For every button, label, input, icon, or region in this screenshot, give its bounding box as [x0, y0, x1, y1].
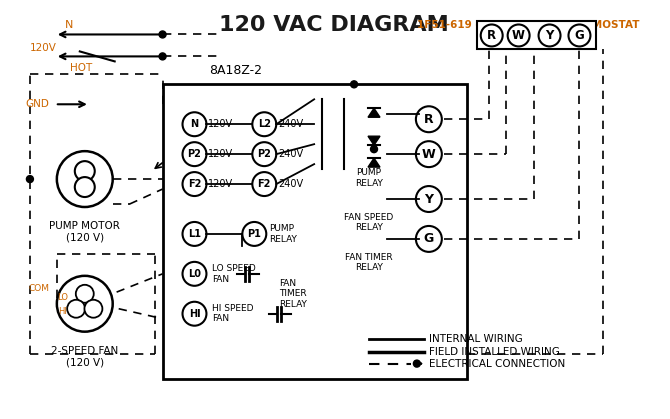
- Circle shape: [182, 142, 206, 166]
- Circle shape: [413, 360, 420, 367]
- Circle shape: [75, 161, 94, 181]
- Circle shape: [508, 24, 529, 47]
- Text: G: G: [423, 233, 434, 246]
- Text: 1F51-619 or 1F51W-619 THERMOSTAT: 1F51-619 or 1F51W-619 THERMOSTAT: [417, 20, 640, 29]
- Circle shape: [416, 186, 442, 212]
- FancyBboxPatch shape: [163, 84, 467, 378]
- Text: HI: HI: [58, 307, 67, 316]
- Text: LO SPEED
FAN: LO SPEED FAN: [212, 264, 256, 284]
- Text: FAN SPEED
RELAY: FAN SPEED RELAY: [344, 213, 394, 233]
- Circle shape: [350, 81, 358, 88]
- Circle shape: [253, 172, 276, 196]
- Circle shape: [75, 177, 94, 197]
- Circle shape: [480, 24, 502, 47]
- Circle shape: [539, 24, 561, 47]
- Circle shape: [159, 53, 166, 60]
- Text: L1: L1: [188, 229, 201, 239]
- Text: R: R: [424, 113, 433, 126]
- Text: 120V: 120V: [208, 119, 234, 129]
- Text: P2: P2: [257, 149, 271, 159]
- Circle shape: [67, 300, 85, 318]
- Text: Y: Y: [545, 29, 553, 42]
- Text: COM: COM: [29, 284, 50, 293]
- Text: PUMP
RELAY: PUMP RELAY: [355, 168, 383, 188]
- Text: F2: F2: [188, 179, 201, 189]
- Text: INTERNAL WIRING: INTERNAL WIRING: [429, 334, 523, 344]
- Text: 120V: 120V: [208, 149, 234, 159]
- Text: F2: F2: [257, 179, 271, 189]
- FancyBboxPatch shape: [477, 21, 596, 49]
- Text: HI: HI: [189, 309, 200, 319]
- Text: W: W: [512, 29, 525, 42]
- Text: Y: Y: [424, 192, 433, 206]
- Text: 8A18Z-2: 8A18Z-2: [210, 65, 263, 78]
- Text: HOT: HOT: [70, 63, 92, 73]
- Circle shape: [243, 222, 266, 246]
- Text: 240V: 240V: [278, 149, 304, 159]
- Polygon shape: [368, 136, 380, 145]
- Circle shape: [253, 142, 276, 166]
- Text: PUMP MOTOR
(120 V): PUMP MOTOR (120 V): [50, 221, 120, 243]
- Circle shape: [416, 226, 442, 252]
- Circle shape: [416, 141, 442, 167]
- Circle shape: [182, 302, 206, 326]
- Circle shape: [568, 24, 590, 47]
- Text: FAN
TIMER
RELAY: FAN TIMER RELAY: [279, 279, 307, 309]
- Circle shape: [76, 285, 94, 303]
- Text: 120V: 120V: [30, 44, 57, 54]
- Text: 120V: 120V: [208, 179, 234, 189]
- Text: GND: GND: [25, 99, 49, 109]
- Polygon shape: [368, 108, 380, 117]
- Text: G: G: [575, 29, 584, 42]
- Circle shape: [371, 146, 377, 153]
- Text: HI SPEED
FAN: HI SPEED FAN: [212, 304, 254, 323]
- Circle shape: [26, 176, 34, 183]
- Circle shape: [84, 300, 103, 318]
- Text: FAN TIMER
RELAY: FAN TIMER RELAY: [345, 253, 393, 272]
- Text: 2-SPEED FAN
(120 V): 2-SPEED FAN (120 V): [51, 346, 119, 367]
- Text: N: N: [190, 119, 198, 129]
- Polygon shape: [368, 158, 380, 167]
- Text: P2: P2: [188, 149, 202, 159]
- Text: ELECTRICAL CONNECTION: ELECTRICAL CONNECTION: [429, 359, 565, 369]
- Text: LO: LO: [58, 293, 68, 302]
- Text: R: R: [487, 29, 496, 42]
- Text: 240V: 240V: [278, 179, 304, 189]
- Text: FIELD INSTALLED WIRING: FIELD INSTALLED WIRING: [429, 347, 559, 357]
- Text: L2: L2: [258, 119, 271, 129]
- Text: 240V: 240V: [278, 119, 304, 129]
- Text: 120 VAC DIAGRAM: 120 VAC DIAGRAM: [219, 15, 449, 34]
- Text: L0: L0: [188, 269, 201, 279]
- Circle shape: [182, 172, 206, 196]
- Text: PUMP
RELAY: PUMP RELAY: [269, 224, 297, 243]
- Circle shape: [159, 31, 166, 38]
- Circle shape: [57, 276, 113, 332]
- Text: N: N: [65, 21, 73, 31]
- Circle shape: [416, 106, 442, 132]
- Text: P1: P1: [247, 229, 261, 239]
- Circle shape: [182, 222, 206, 246]
- Circle shape: [57, 151, 113, 207]
- Circle shape: [182, 112, 206, 136]
- Text: W: W: [422, 147, 436, 160]
- Circle shape: [182, 262, 206, 286]
- Circle shape: [253, 112, 276, 136]
